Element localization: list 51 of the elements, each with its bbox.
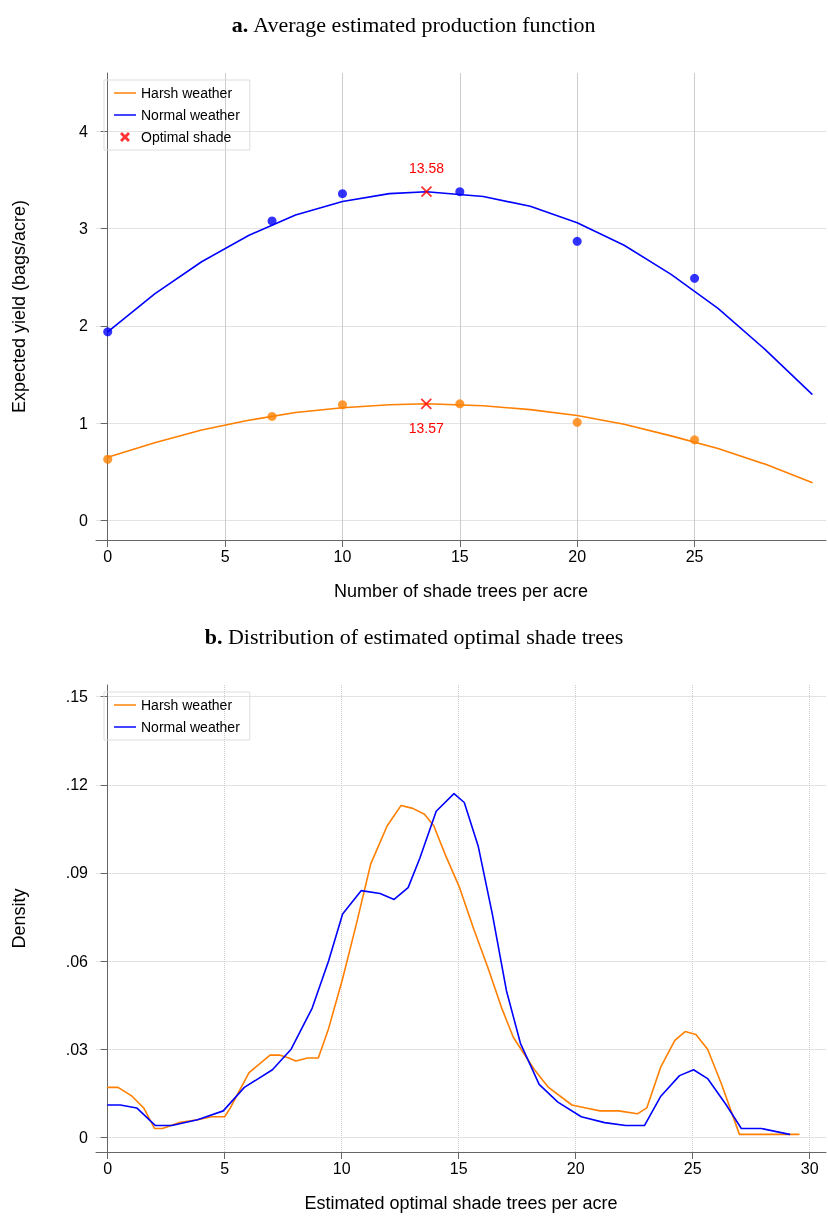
x-tick-label: 25: [683, 1159, 702, 1177]
point: [267, 411, 277, 421]
x-tick-label: 10: [333, 547, 352, 565]
y-tick-label: 4: [79, 122, 89, 140]
x-tick-label: 15: [449, 1159, 468, 1177]
x-axis-title: Estimated optimal shade trees per acre: [304, 1193, 618, 1213]
y-tick-label: 2: [79, 317, 89, 335]
x-tick-label: 30: [800, 1159, 819, 1177]
point: [420, 185, 433, 198]
point: [455, 399, 465, 409]
legend-label: Harsh weather: [141, 697, 233, 713]
point: [420, 397, 433, 410]
point: [267, 216, 277, 226]
y-axis-title: Density: [9, 888, 29, 949]
legend-label: Normal weather: [141, 719, 241, 735]
y-tick-label: 0: [79, 1128, 89, 1146]
x-tick-label: 5: [220, 1159, 230, 1177]
point: [103, 454, 113, 464]
x-tick-label: 20: [566, 1159, 585, 1177]
point: [337, 189, 347, 199]
point: [455, 187, 465, 197]
x-tick-label: 10: [332, 1159, 351, 1177]
point: [690, 435, 700, 445]
chart-title: a. Average estimated production function: [231, 11, 596, 37]
x-tick-label: 5: [220, 547, 230, 565]
point: [572, 236, 582, 246]
annotation: 13.57: [408, 419, 444, 436]
y-tick-label: 1: [79, 414, 89, 432]
y-tick-label: .12: [65, 776, 89, 794]
chart-title: b. Distribution of estimated optimal shade trees: [204, 623, 624, 649]
x-tick-label: 20: [568, 547, 587, 565]
point: [103, 327, 113, 337]
x-tick-label: 0: [103, 547, 113, 565]
y-tick-label: .09: [65, 864, 89, 882]
y-tick-label: .06: [65, 952, 89, 970]
y-tick-label: 0: [79, 512, 89, 530]
y-axis-title: Expected yield (bags/acre): [9, 199, 29, 414]
y-tick-label: .15: [65, 688, 89, 706]
x-tick-label: 25: [685, 547, 704, 565]
legend-label: Harsh weather: [141, 85, 233, 101]
legend-label: Normal weather: [141, 107, 241, 123]
legend-label: Optimal shade: [141, 129, 232, 145]
annotation: 13.58: [408, 159, 445, 176]
y-tick-label: .03: [65, 1040, 89, 1058]
point: [337, 400, 347, 410]
point: [572, 417, 582, 427]
y-tick-label: 3: [79, 220, 89, 238]
x-tick-label: 0: [103, 1159, 113, 1177]
x-tick-label: 15: [450, 547, 469, 565]
x-axis-title: Number of shade trees per acre: [333, 581, 589, 601]
point: [690, 273, 700, 283]
